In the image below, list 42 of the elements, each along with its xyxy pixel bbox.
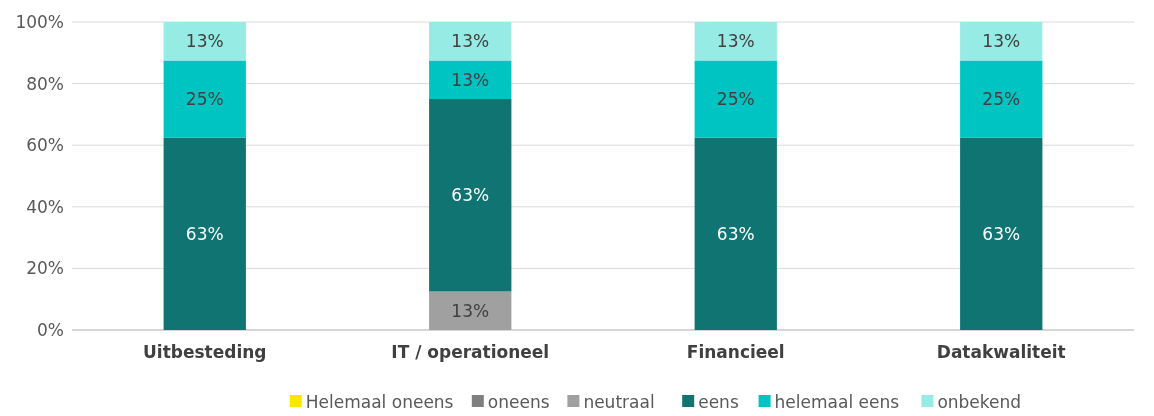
y-tick-label: 40% (26, 196, 64, 217)
y-tick-label: 100% (15, 11, 64, 32)
data-label: 63% (982, 223, 1021, 244)
data-label: 13% (982, 31, 1021, 52)
legend-label: helemaal eens (774, 392, 900, 412)
x-tick-label: Uitbesteding (143, 342, 267, 362)
x-tick-label: Datakwaliteit (936, 342, 1066, 362)
data-label: 13% (185, 31, 224, 52)
bar (429, 99, 512, 292)
y-tick-label: 20% (26, 258, 64, 279)
data-label: 63% (451, 185, 490, 206)
legend-label: eens (698, 392, 739, 412)
bar (163, 60, 246, 138)
bar (960, 22, 1043, 61)
data-label: 25% (185, 88, 224, 109)
y-tick-label: 60% (26, 135, 64, 156)
bar (163, 22, 246, 61)
bar (429, 22, 512, 61)
data-label: 25% (716, 88, 755, 109)
bar (960, 137, 1043, 330)
data-label: 25% (982, 88, 1021, 109)
y-tick-label: 0% (37, 319, 64, 340)
legend-label: neutraal (583, 392, 655, 412)
bar (694, 60, 777, 138)
legend-label: Helemaal oneens (305, 392, 454, 412)
data-label: 63% (716, 223, 755, 244)
data-label: 13% (451, 69, 490, 90)
data-label: 13% (451, 31, 490, 52)
x-tick-label: Financieel (686, 342, 785, 362)
bar (429, 60, 512, 99)
bar (694, 22, 777, 61)
y-tick-label: 80% (26, 73, 64, 94)
bar (694, 137, 777, 330)
legend-label: onbekend (937, 392, 1022, 412)
data-label: 13% (716, 31, 755, 52)
bar (163, 137, 246, 330)
x-tick-label: IT / operationeel (391, 342, 550, 362)
bar (429, 291, 512, 330)
bar (960, 60, 1043, 138)
data-label: 63% (185, 223, 224, 244)
legend-label: oneens (487, 392, 550, 412)
data-label: 13% (451, 300, 490, 321)
